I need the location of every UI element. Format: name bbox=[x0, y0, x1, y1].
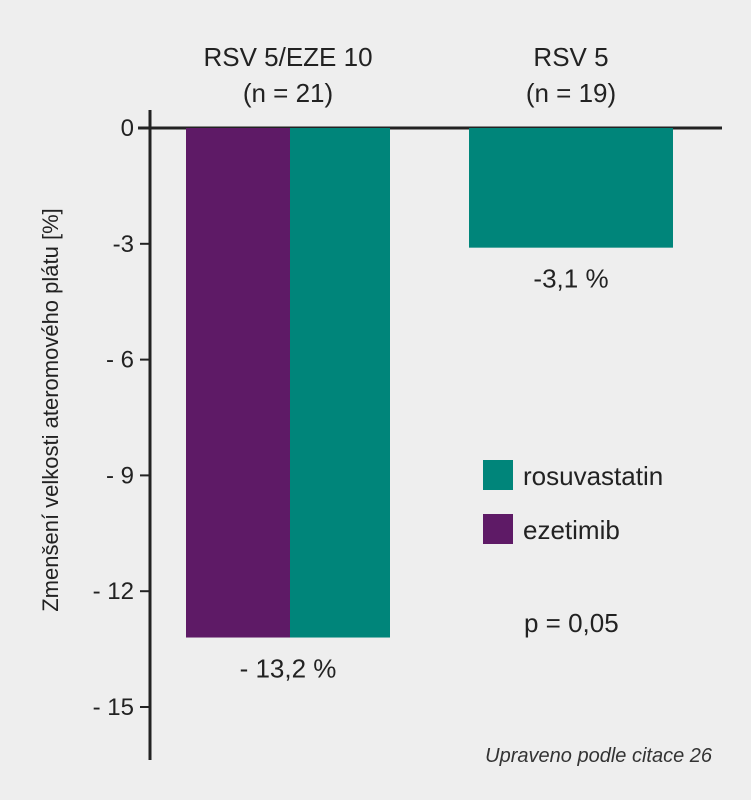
p-value-annotation: p = 0,05 bbox=[524, 608, 619, 638]
y-tick-label: - 12 bbox=[93, 578, 134, 605]
bar-ezetimib bbox=[186, 128, 290, 638]
legend-swatch-ezetimib bbox=[483, 514, 513, 544]
bar-value-labels: - 13,2 % -3,1 % bbox=[240, 264, 609, 684]
legend-label-ezetimib: ezetimib bbox=[523, 515, 620, 545]
group-label-n: (n = 19) bbox=[526, 78, 616, 108]
legend-label-rosuvastatin: rosuvastatin bbox=[523, 461, 663, 491]
bar-rosuvastatin bbox=[469, 128, 673, 248]
y-tick-label: - 9 bbox=[106, 462, 134, 489]
legend: rosuvastatin ezetimib bbox=[483, 460, 663, 545]
bar-value-label: -3,1 % bbox=[533, 264, 608, 294]
y-tick-label: - 6 bbox=[106, 347, 134, 374]
bars bbox=[186, 128, 673, 638]
y-ticks: 0 -3 - 6 - 9 - 12 - 15 bbox=[93, 115, 150, 721]
y-tick-label: - 15 bbox=[93, 694, 134, 721]
source-note: Upraveno podle citace 26 bbox=[485, 745, 713, 767]
bar-rosuvastatin bbox=[290, 128, 390, 638]
group-label-title: RSV 5 bbox=[533, 42, 608, 72]
y-tick-label: -3 bbox=[113, 231, 134, 258]
group-labels: RSV 5/EZE 10 (n = 21) RSV 5 (n = 19) bbox=[203, 42, 616, 108]
group-label-title: RSV 5/EZE 10 bbox=[203, 42, 372, 72]
y-axis-label: Zmenšení velkosti ateromového plátu [%] bbox=[38, 208, 63, 612]
y-tick-label: 0 bbox=[121, 115, 134, 142]
legend-swatch-rosuvastatin bbox=[483, 460, 513, 490]
bar-value-label: - 13,2 % bbox=[240, 654, 337, 684]
group-label-n: (n = 21) bbox=[243, 78, 333, 108]
